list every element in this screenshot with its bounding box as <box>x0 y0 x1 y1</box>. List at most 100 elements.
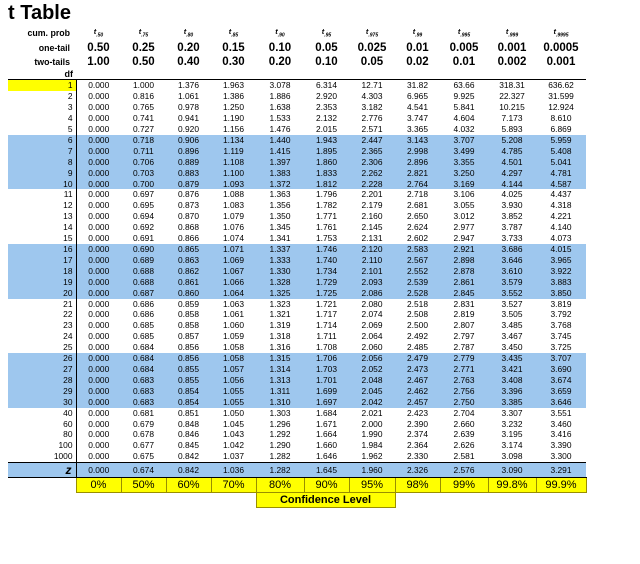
critical-value: 0.862 <box>166 265 211 277</box>
critical-value: 2.462 <box>395 385 440 397</box>
df-value: 19 <box>8 276 76 288</box>
critical-value: 1.061 <box>223 309 244 320</box>
critical-value: 3.055 <box>453 200 475 211</box>
critical-value: 0.906 <box>166 134 211 146</box>
critical-value: 1.771 <box>316 211 337 222</box>
critical-value: 2.131 <box>361 233 383 244</box>
critical-value: 0.000 <box>75 385 121 397</box>
critical-value: 3.527 <box>501 298 523 309</box>
critical-value: 0.000 <box>75 363 121 375</box>
confidence-value: 80% <box>255 477 305 494</box>
critical-value: 2.364 <box>407 440 428 451</box>
df-header-spacer <box>349 68 395 81</box>
critical-value: 3.659 <box>536 385 586 397</box>
critical-value: 2.179 <box>361 200 383 211</box>
critical-value: 2.457 <box>395 396 440 408</box>
df-value: 9 <box>8 167 76 179</box>
critical-value: 1.711 <box>316 331 337 342</box>
critical-value: 5.893 <box>501 124 523 135</box>
critical-value: 1.060 <box>223 320 244 331</box>
critical-value: 12.924 <box>548 102 574 113</box>
df-value: 14 <box>63 222 73 233</box>
critical-value: 0.816 <box>133 91 154 102</box>
critical-value: 0.851 <box>178 407 199 418</box>
critical-value: 1.063 <box>223 298 244 309</box>
critical-value: 3.078 <box>269 80 291 91</box>
critical-value: 0.000 <box>75 178 121 190</box>
df-value: 12 <box>63 200 73 211</box>
critical-value: 3.551 <box>550 407 572 418</box>
critical-value: 3.883 <box>536 276 586 288</box>
critical-value: 1.734 <box>304 265 349 277</box>
critical-value: 3.552 <box>488 287 536 299</box>
critical-value: 3.365 <box>407 124 428 135</box>
critical-value: 0.000 <box>75 233 121 244</box>
table-row: 80 0.000 0.678 0.846 1.043 1.292 1.664 1.990 2.3… <box>8 429 586 441</box>
critical-value: 5.959 <box>536 134 586 146</box>
critical-value: 0.000 <box>75 167 121 179</box>
critical-value: 1.703 <box>304 363 349 375</box>
confidence-value: 95% <box>348 477 396 494</box>
critical-value: 3.686 <box>488 244 536 255</box>
critical-value: 0.685 <box>133 331 154 342</box>
critical-value: 4.587 <box>536 178 586 190</box>
critical-value: 4.144 <box>488 178 536 190</box>
table-row: 40 0.000 0.681 0.851 1.050 1.303 1.684 2.021 2.4… <box>8 407 586 419</box>
critical-value: 10.215 <box>499 102 525 113</box>
z-row: z 0.000 0.674 0.842 1.036 1.282 1.645 1.960 2.32… <box>8 462 586 479</box>
critical-value: 1.753 <box>316 233 337 244</box>
critical-value: 3.467 <box>501 331 523 342</box>
critical-value: 2.479 <box>395 353 440 364</box>
z-label: z <box>8 462 76 479</box>
critical-value: 1.056 <box>211 374 256 386</box>
critical-value: 3.143 <box>395 134 440 146</box>
critical-value: 2.048 <box>349 374 395 386</box>
z-value: 1.282 <box>256 462 304 479</box>
critical-value: 0.706 <box>121 156 166 168</box>
critical-value: 1.057 <box>211 363 256 375</box>
df-header-spacer <box>166 68 211 81</box>
critical-value: 0.842 <box>178 451 199 462</box>
critical-value: 1.638 <box>269 102 291 113</box>
t-column-header: t.85 <box>228 27 239 39</box>
critical-value: 1.895 <box>304 145 349 157</box>
critical-value: 2.861 <box>440 276 488 288</box>
critical-value: 1.045 <box>223 418 244 429</box>
critical-value: 1.058 <box>223 342 244 353</box>
critical-value: 3.450 <box>501 342 523 353</box>
critical-value: 0.856 <box>166 353 211 364</box>
critical-value: 2.353 <box>316 102 337 113</box>
critical-value: 1.699 <box>304 385 349 397</box>
critical-value: 0.868 <box>178 222 199 233</box>
critical-value: 1.350 <box>269 211 291 222</box>
critical-value: 3.421 <box>488 363 536 375</box>
df-value: 2 <box>67 91 73 102</box>
critical-value: 1.717 <box>316 309 337 320</box>
critical-value: 2.947 <box>453 233 475 244</box>
critical-value: 2.060 <box>361 342 383 353</box>
t-subscript: .9995 <box>555 32 569 39</box>
critical-value: 2.998 <box>395 145 440 157</box>
critical-value: 0.000 <box>75 342 121 354</box>
critical-value: 1.055 <box>211 396 256 408</box>
critical-value: 2.602 <box>407 233 428 244</box>
df-value: 24 <box>63 331 73 342</box>
table-row: 26 0.000 0.684 0.856 1.058 1.315 1.706 2.056 2.4… <box>8 353 586 364</box>
critical-value: 31.82 <box>407 80 428 91</box>
critical-value: 1.292 <box>269 429 291 440</box>
critical-value: 0.000 <box>75 331 121 343</box>
one-tail-value: 0.001 <box>497 41 527 54</box>
critical-value: 1.310 <box>256 396 304 408</box>
critical-value: 0.683 <box>121 396 166 408</box>
critical-value: 3.674 <box>536 374 586 386</box>
one-tail-value: 0.025 <box>357 41 387 54</box>
df-value: 25 <box>63 342 73 353</box>
table-row: 60 0.000 0.679 0.848 1.045 1.296 1.671 2.000 2.3… <box>8 418 586 430</box>
two-tails-value: 0.20 <box>268 55 292 68</box>
critical-value: 3.250 <box>440 167 488 179</box>
critical-value: 1.064 <box>211 287 256 299</box>
critical-value: 2.921 <box>440 244 488 255</box>
critical-value: 2.528 <box>395 287 440 299</box>
df-value: 6 <box>8 134 76 146</box>
critical-value: 2.069 <box>361 320 383 331</box>
